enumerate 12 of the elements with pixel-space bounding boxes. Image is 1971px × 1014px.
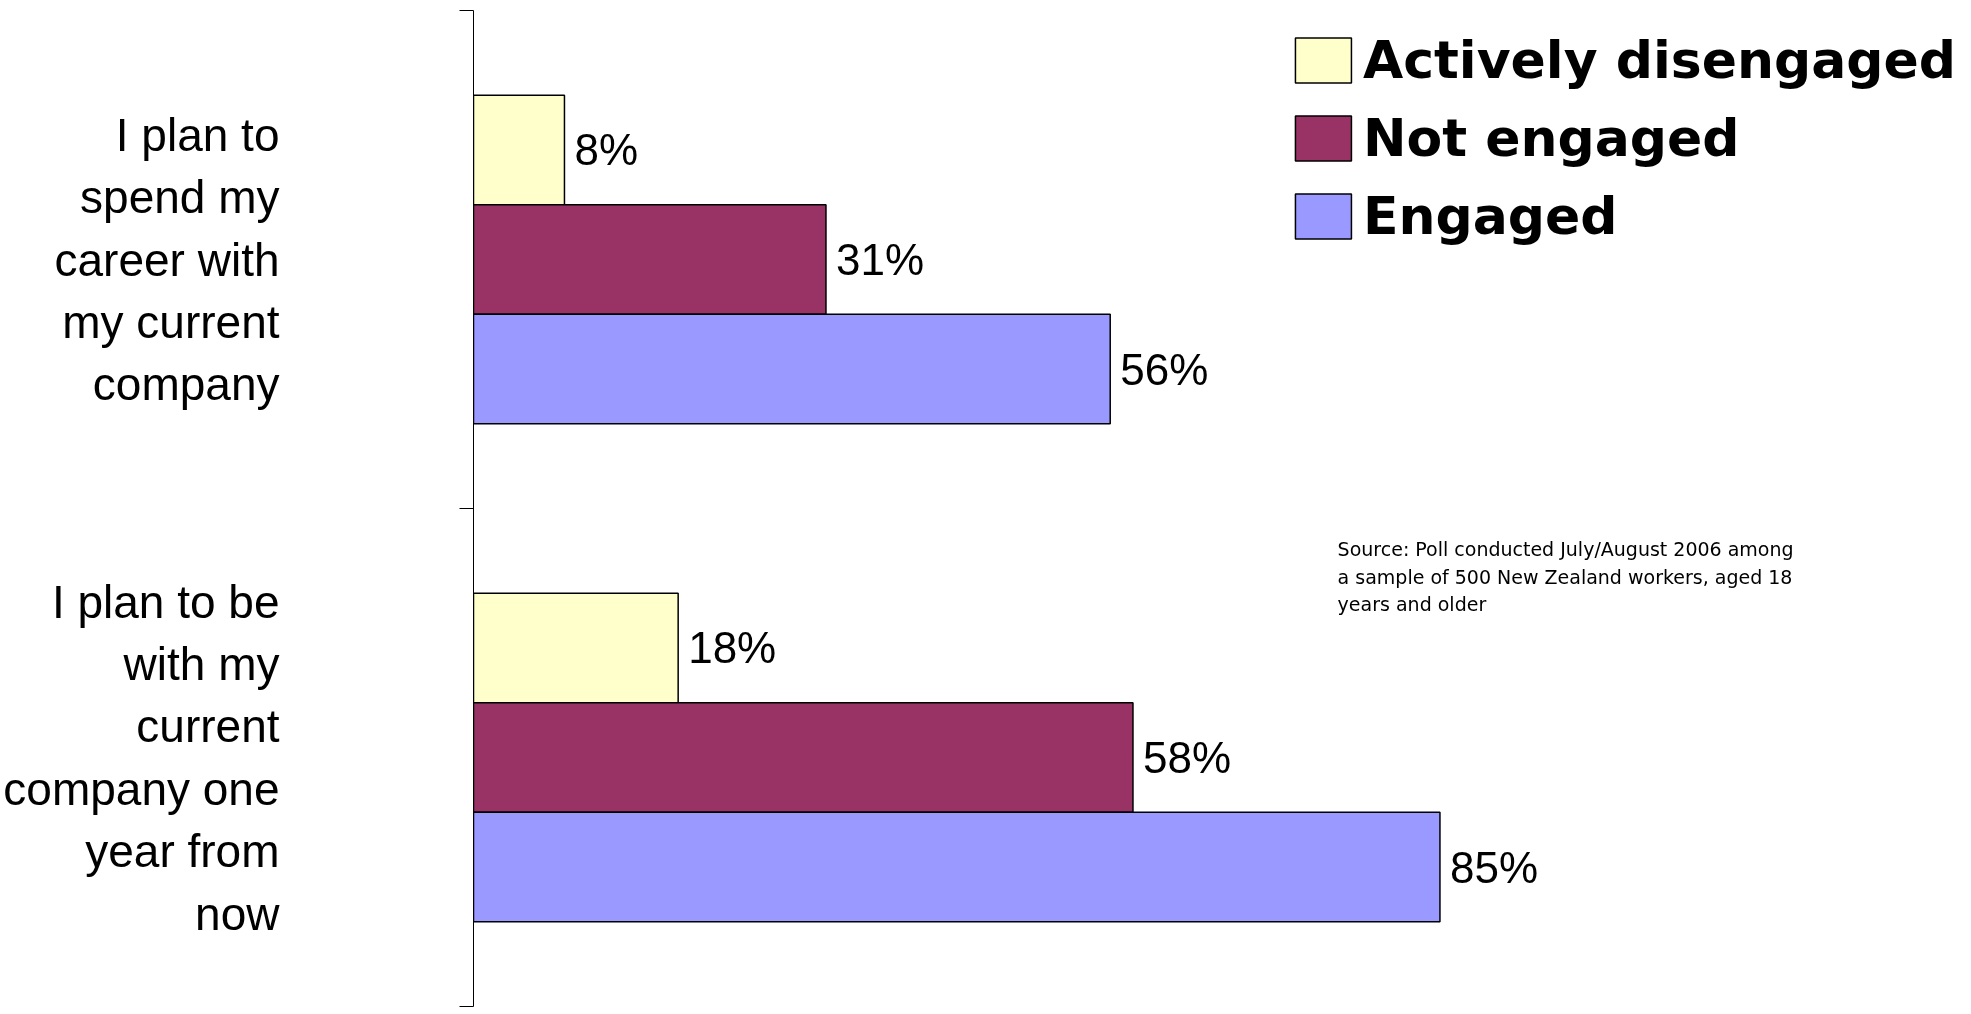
- data-label: 31%: [835, 235, 925, 284]
- data-label: 18%: [688, 623, 777, 673]
- legend-label: Actively disengaged: [1362, 29, 1956, 92]
- legend-label: Not engaged: [1362, 107, 1740, 170]
- data-label: 58%: [1142, 733, 1232, 782]
- legend-label: Engaged: [1362, 185, 1618, 248]
- annotation: Source: Poll conducted July/August 2006 among a sample of 500 New Zealand workers, aged 18 years and older: [1337, 538, 1794, 616]
- y-tick-label: I plan to be with my current company one year from now: [3, 575, 281, 940]
- data-label: 85%: [1449, 842, 1539, 892]
- y-tick-label: I plan to spend my career with my current company: [54, 108, 280, 411]
- data-label: 8%: [574, 125, 639, 175]
- data-label: 56%: [1120, 344, 1209, 394]
